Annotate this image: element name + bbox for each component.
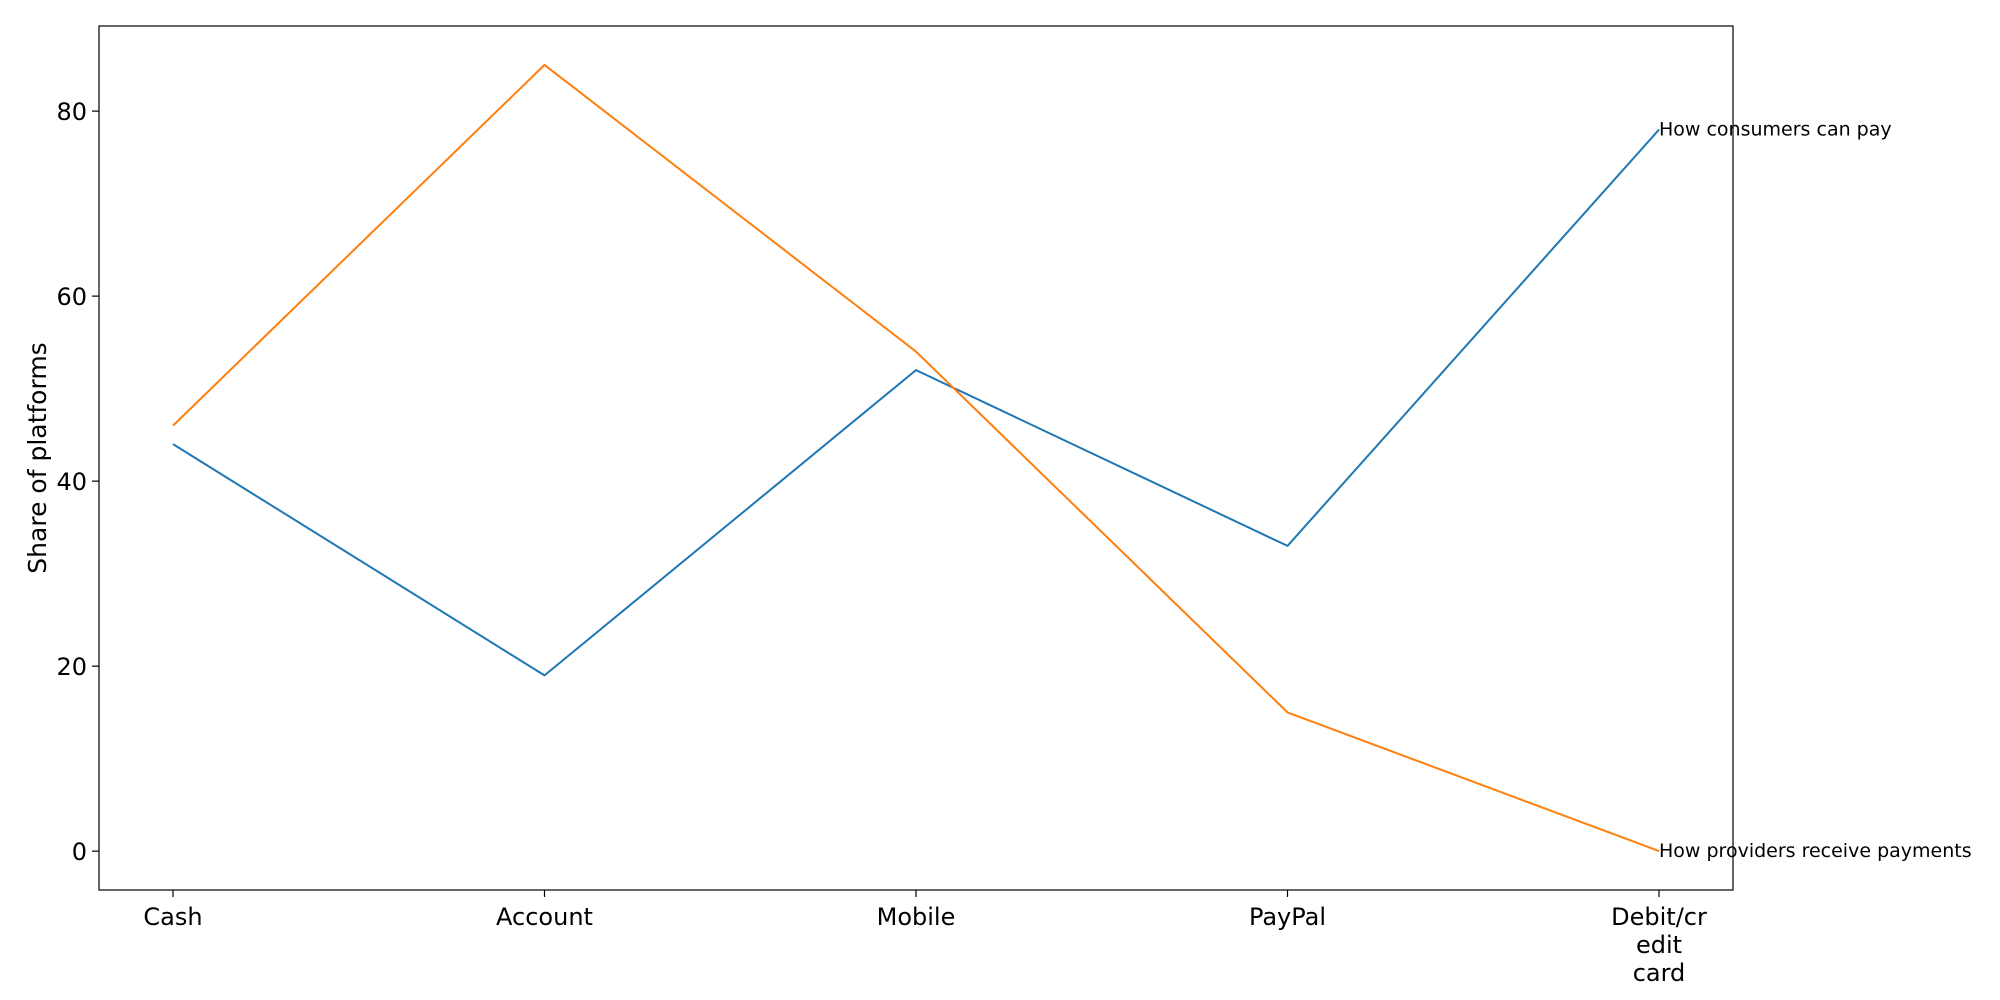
x-axis: Cash Account Mobile PayPal Debit/cr edit card: [143, 890, 1707, 987]
x-tick-label: Account: [496, 903, 593, 931]
x-tick-label-line: Account: [496, 903, 593, 931]
x-tick-label-line: Cash: [143, 903, 202, 931]
x-tick-label: Mobile: [877, 903, 956, 931]
series-layer: [172, 63, 1660, 853]
series-line-2: [172, 63, 1660, 853]
x-tick-label-line: Mobile: [877, 903, 956, 931]
x-tick-label-line: card: [1633, 959, 1686, 987]
y-tick-label: 40: [56, 468, 87, 496]
x-tick-label-line: Debit/cr: [1611, 903, 1707, 931]
x-tick-label-line: edit: [1636, 931, 1682, 959]
x-tick-label: Cash: [143, 903, 202, 931]
y-axis: 0 20 40 60 80: [56, 98, 99, 866]
y-tick-label: 0: [72, 838, 87, 866]
series-labels: How consumers can pay How providers recei…: [1659, 119, 1972, 863]
x-tick-label-line: PayPal: [1249, 903, 1326, 931]
y-axis-title: Share of platforms: [23, 342, 52, 573]
y-tick-label: 80: [56, 98, 87, 126]
y-tick-label: 60: [56, 283, 87, 311]
x-tick-label: Debit/cr edit card: [1611, 903, 1707, 987]
plot-frame: [98, 25, 1734, 891]
y-tick-label: 20: [56, 653, 87, 681]
series-end-label-2: How providers receive payments: [1659, 840, 1972, 862]
series-end-label-1: How consumers can pay: [1659, 119, 1892, 141]
x-tick-label: PayPal: [1249, 903, 1326, 931]
series-line-1: [172, 128, 1660, 677]
